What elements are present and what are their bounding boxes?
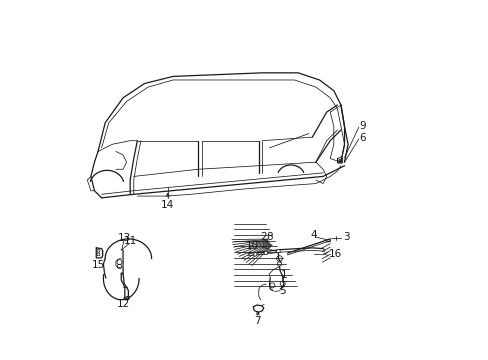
Text: 6: 6 bbox=[358, 133, 365, 143]
Text: 12: 12 bbox=[116, 299, 129, 309]
Text: 14: 14 bbox=[161, 200, 174, 210]
Circle shape bbox=[264, 251, 267, 255]
Text: 5: 5 bbox=[279, 287, 285, 296]
Text: 10: 10 bbox=[245, 242, 258, 251]
Text: 2: 2 bbox=[260, 232, 266, 242]
Text: 16: 16 bbox=[328, 249, 341, 258]
Text: 1: 1 bbox=[281, 270, 287, 280]
Text: 11: 11 bbox=[124, 237, 137, 247]
Text: 13: 13 bbox=[117, 233, 130, 243]
Circle shape bbox=[253, 252, 257, 256]
Text: 9: 9 bbox=[358, 121, 365, 131]
Circle shape bbox=[276, 249, 280, 253]
Text: 8: 8 bbox=[265, 232, 272, 242]
Text: 7: 7 bbox=[254, 316, 261, 326]
Text: 3: 3 bbox=[342, 232, 348, 242]
Text: 15: 15 bbox=[92, 260, 105, 270]
Text: 4: 4 bbox=[309, 230, 316, 240]
